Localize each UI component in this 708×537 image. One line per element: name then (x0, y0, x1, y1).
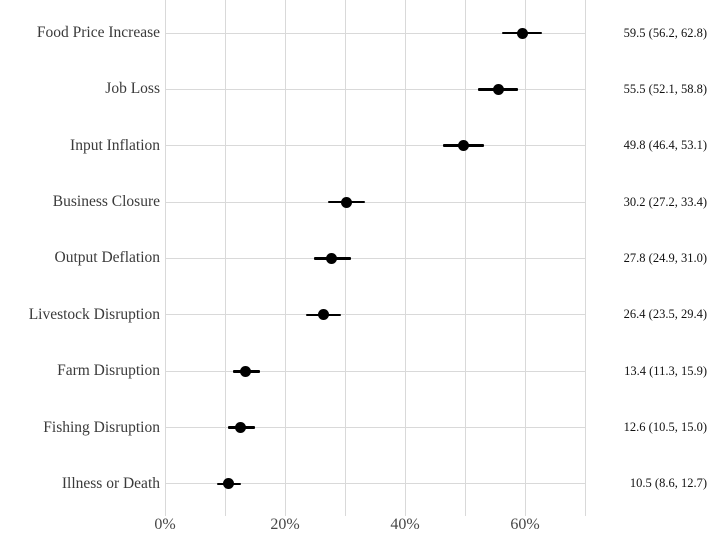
gridline-horizontal (165, 314, 585, 316)
category-label: Livestock Disruption (28, 305, 160, 323)
gridline-horizontal (165, 427, 585, 429)
value-label: 12.6 (10.5, 15.0) (623, 420, 707, 435)
value-label: 55.5 (52.1, 58.8) (623, 81, 707, 96)
x-tick-label: 40% (390, 516, 420, 533)
data-point (492, 83, 504, 95)
value-label: 27.8 (24.9, 31.0) (623, 250, 707, 265)
data-point (340, 196, 352, 208)
category-label: Job Loss (105, 80, 160, 98)
category-label: Farm Disruption (57, 362, 160, 380)
value-label: 59.5 (56.2, 62.8) (623, 25, 707, 40)
gridline-horizontal (165, 32, 585, 34)
category-label: Output Deflation (54, 249, 160, 267)
x-tick-label: 60% (510, 516, 540, 533)
data-point (458, 140, 470, 152)
gridline-horizontal (165, 201, 585, 203)
value-label: 13.4 (11.3, 15.9) (624, 363, 707, 378)
category-label: Illness or Death (61, 474, 160, 492)
category-label: Business Closure (52, 193, 160, 211)
gridline-horizontal (165, 257, 585, 259)
gridline-horizontal (165, 370, 585, 372)
data-point (317, 309, 329, 321)
category-label: Food Price Increase (36, 24, 160, 41)
gridline-vertical (584, 0, 586, 516)
x-tick-label: 0% (154, 516, 176, 533)
data-point (326, 252, 338, 264)
data-point (516, 27, 528, 39)
gridline-horizontal (165, 88, 585, 90)
data-point (222, 478, 234, 490)
gridline-horizontal (165, 483, 585, 485)
gridline-horizontal (165, 145, 585, 147)
value-label: 30.2 (27.2, 33.4) (623, 194, 707, 209)
data-point (239, 365, 251, 377)
category-label: Fishing Disruption (43, 418, 160, 436)
x-tick-label: 20% (270, 516, 300, 533)
value-label: 10.5 (8.6, 12.7) (629, 476, 707, 491)
data-point (235, 422, 247, 434)
plot-panel (164, 0, 586, 516)
value-label: 26.4 (23.5, 29.4) (623, 307, 707, 322)
category-label: Input Inflation (70, 136, 160, 154)
value-label: 49.8 (46.4, 53.1) (623, 138, 707, 153)
